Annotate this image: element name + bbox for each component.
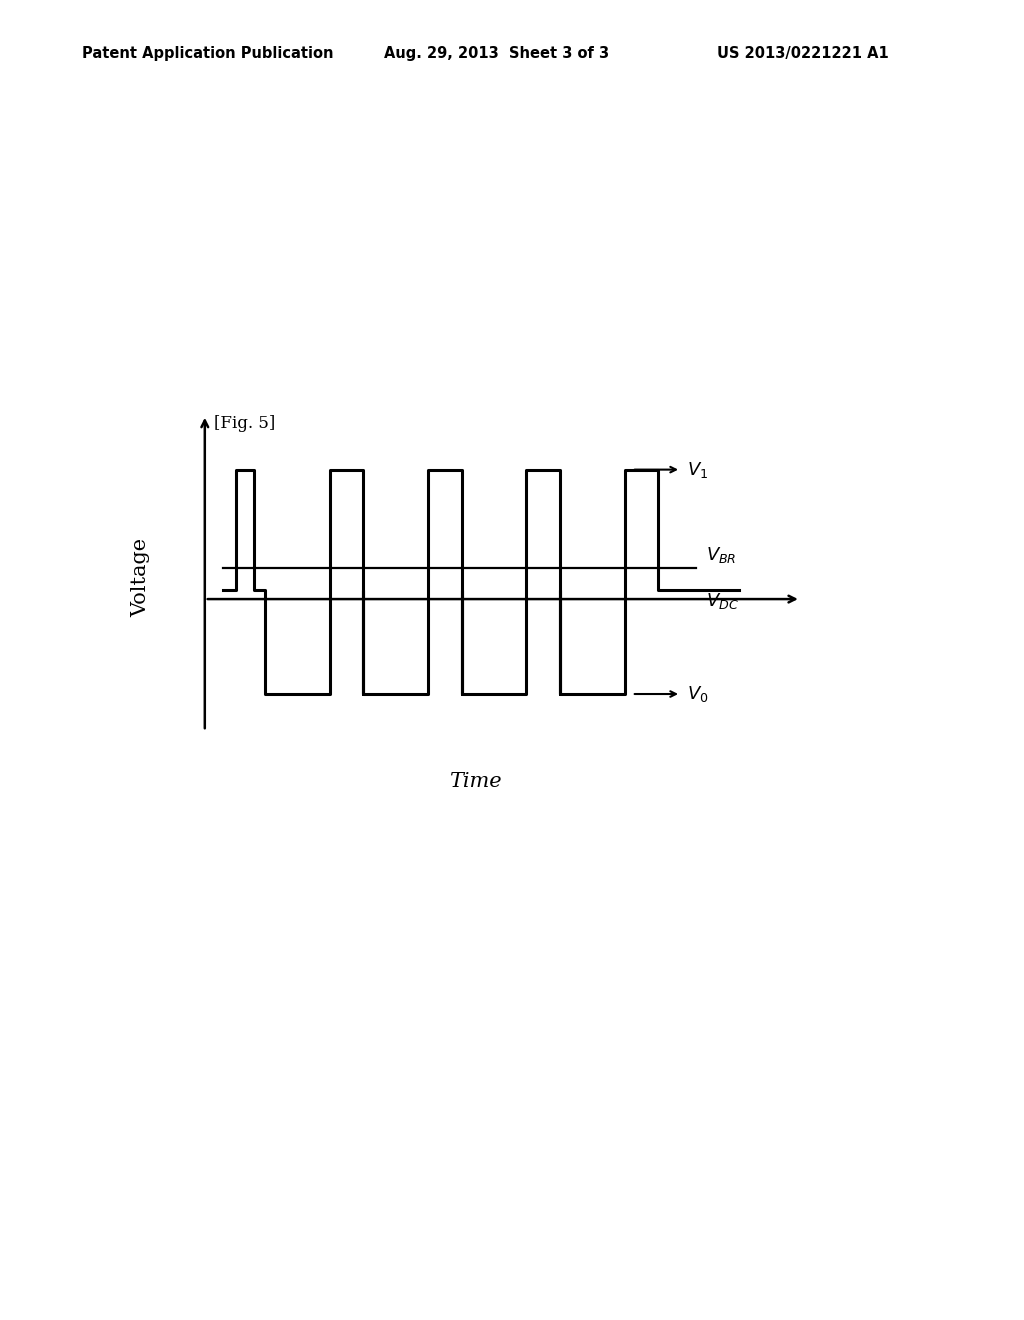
Text: Patent Application Publication: Patent Application Publication (82, 46, 334, 61)
Text: US 2013/0221221 A1: US 2013/0221221 A1 (717, 46, 889, 61)
Text: Time: Time (449, 772, 502, 791)
Text: Voltage: Voltage (131, 539, 150, 616)
Text: $V_0$: $V_0$ (687, 684, 709, 704)
Text: [Fig. 5]: [Fig. 5] (214, 414, 275, 432)
Text: $V_{BR}$: $V_{BR}$ (706, 545, 736, 565)
Text: $V_{DC}$: $V_{DC}$ (706, 591, 738, 611)
Text: $V_1$: $V_1$ (687, 459, 709, 479)
Text: Aug. 29, 2013  Sheet 3 of 3: Aug. 29, 2013 Sheet 3 of 3 (384, 46, 609, 61)
